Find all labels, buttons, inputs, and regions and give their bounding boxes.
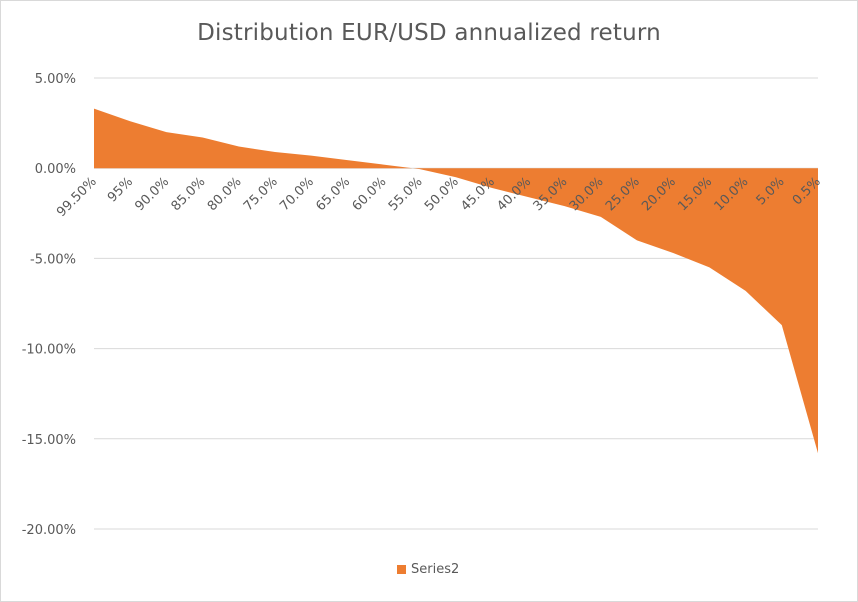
x-tick-label: 80.0%	[205, 174, 245, 214]
y-tick-label: -15.00%	[22, 433, 76, 448]
x-tick-label: 70.0%	[277, 174, 317, 214]
x-tick-label: 55.0%	[386, 174, 426, 214]
x-tick-label: 50.0%	[422, 174, 462, 214]
series-area	[94, 108, 818, 454]
x-tick-label: 60.0%	[350, 174, 390, 214]
legend-label: Series2	[411, 562, 460, 577]
x-tick-label: 85.0%	[169, 174, 209, 214]
y-tick-label: -5.00%	[30, 252, 76, 267]
y-tick-label: 0.00%	[35, 162, 76, 177]
legend-swatch	[397, 565, 406, 574]
legend: Series2	[397, 562, 459, 577]
chart-title: Distribution EUR/USD annualized return	[197, 20, 661, 46]
x-tick-label: 99.50%	[54, 174, 100, 220]
y-axis-tick-labels: 5.00% 0.00% -5.00% -10.00% -15.00% -20.00%	[22, 72, 76, 538]
x-tick-label: 75.0%	[241, 174, 281, 214]
y-tick-label: -20.00%	[22, 523, 76, 538]
x-tick-label: 95%	[105, 174, 136, 205]
series-area-layer	[94, 108, 818, 454]
y-tick-label: -10.00%	[22, 343, 76, 358]
x-tick-label: 90.0%	[132, 174, 172, 214]
y-tick-label: 5.00%	[35, 72, 76, 87]
x-tick-label: 65.0%	[313, 174, 353, 214]
